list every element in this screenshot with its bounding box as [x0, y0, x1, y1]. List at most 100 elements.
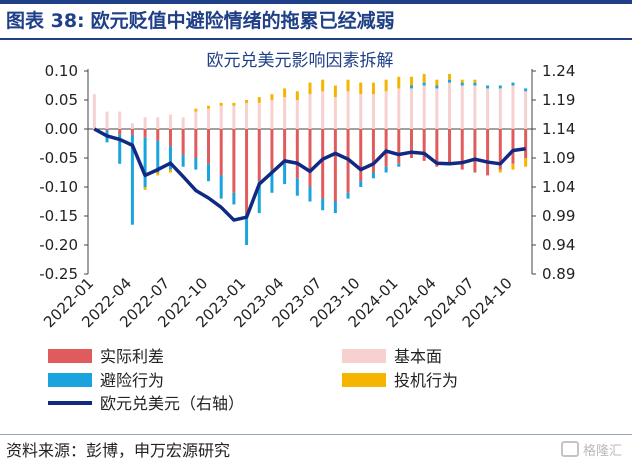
bar-4-2022-09	[194, 108, 198, 112]
figure-title: 欧元贬值中避险情绪的拖累已经减弱	[90, 10, 395, 32]
bar-2-2023-10	[359, 94, 363, 129]
left-tick-label: -0.20	[39, 236, 78, 254]
bar-1-2022-06	[156, 129, 160, 141]
bar-2-2022-04	[130, 123, 134, 129]
right-tick-label: 1.19	[542, 91, 575, 109]
left-tick-label: 0.10	[45, 62, 78, 80]
watermark-text: 格隆汇	[582, 444, 622, 459]
bar-2-2023-03	[270, 100, 274, 129]
left-tick-label: -0.15	[39, 207, 78, 225]
bar-3-2022-10	[207, 163, 211, 182]
bar-3-2022-06	[156, 140, 160, 173]
right-tick-label: 1.09	[542, 149, 575, 167]
bar-3-2024-05	[448, 79, 452, 83]
bar-2-2024-11	[524, 91, 528, 129]
bar-1-2023-05	[295, 129, 299, 179]
bar-3-2022-08	[181, 155, 185, 167]
bar-2-2022-10	[207, 108, 211, 129]
bar-4-2024-03	[422, 73, 426, 83]
footer-rule	[0, 434, 632, 435]
bar-1-2023-07	[321, 129, 325, 199]
bar-1-2023-04	[283, 129, 287, 164]
bar-1-2024-03	[422, 129, 426, 161]
bar-1-2023-10	[359, 129, 363, 182]
bar-2-2023-09	[346, 91, 350, 129]
source-note: 资料来源：彭博，申万宏源研究	[6, 441, 231, 460]
bar-4-2022-10	[207, 105, 211, 109]
bar-1-2024-06	[460, 129, 464, 170]
bar-1-2022-08	[181, 129, 185, 156]
bar-1-2024-01	[397, 129, 401, 164]
bar-2-2022-03	[118, 111, 122, 129]
bar-1-2022-02	[105, 129, 109, 131]
bar-1-2022-03	[118, 129, 122, 135]
bar-1-2023-03	[270, 129, 274, 170]
bar-2-2022-12	[232, 105, 236, 129]
bar-2-2024-03	[422, 85, 426, 129]
bar-1-2024-02	[409, 129, 413, 158]
bar-3-2023-12	[384, 166, 388, 173]
bar-3-2022-03	[118, 134, 122, 164]
bar-1-2023-11	[371, 129, 375, 173]
figure-label: 图表 38:	[6, 10, 85, 32]
bar-3-2022-04	[130, 134, 134, 225]
bar-2-2023-08	[333, 97, 337, 129]
bar-3-2023-01	[245, 213, 249, 245]
bar-3-2023-06	[308, 187, 312, 202]
legend-label-4: 投机行为	[394, 371, 458, 390]
watermark-logo-icon	[560, 441, 579, 457]
bar-3-2022-05	[143, 137, 147, 187]
bar-4-2024-10	[511, 163, 515, 170]
bar-3-2024-11	[524, 88, 528, 92]
bar-2-2023-04	[283, 97, 287, 129]
bar-3-2022-07	[168, 146, 172, 170]
bar-4-2023-07	[321, 79, 325, 92]
bar-3-2023-10	[359, 181, 363, 187]
bar-4-2022-06	[156, 172, 160, 176]
bar-3-2023-11	[371, 172, 375, 179]
bar-4-2023-04	[283, 88, 287, 98]
bar-2-2023-11	[371, 94, 375, 129]
bar-3-2024-01	[397, 163, 401, 167]
legend-swatch-4	[342, 373, 386, 387]
bar-2-2023-07	[321, 91, 325, 129]
legend-swatch-2	[342, 349, 386, 363]
left-tick-label: 0.05	[45, 91, 78, 109]
bar-1-2024-11	[524, 129, 528, 158]
right-tick-label: 1.14	[542, 120, 575, 138]
bar-2-2022-01	[92, 94, 96, 129]
bar-1-2024-05	[448, 129, 452, 164]
legend-swatch-1	[48, 349, 92, 363]
bar-3-2024-02	[409, 85, 413, 89]
bar-4-2023-02	[257, 97, 261, 103]
left-tick-label: 0.00	[45, 120, 78, 138]
chart-title: 欧元兑美元影响因素拆解	[207, 51, 394, 71]
bar-1-2022-05	[143, 129, 147, 138]
bar-2-2023-12	[384, 91, 388, 129]
bar-1-2024-04	[435, 129, 439, 167]
bar-2-2022-06	[156, 117, 160, 129]
bar-2-2022-08	[181, 117, 185, 129]
bar-4-2023-01	[245, 100, 249, 103]
bar-4-2022-05	[143, 187, 147, 190]
legend-label-1: 实际利差	[100, 347, 164, 366]
bar-2-2024-05	[448, 82, 452, 129]
bar-4-2022-11	[219, 102, 223, 106]
bar-2-2023-05	[295, 100, 299, 129]
bar-4-2023-08	[333, 85, 337, 98]
bar-4-2023-11	[371, 82, 375, 95]
bar-1-2022-07	[168, 129, 172, 147]
bar-2-2024-09	[498, 88, 502, 129]
bar-2-2022-11	[219, 105, 223, 129]
bar-4-2024-11	[524, 158, 528, 167]
bar-4-2024-01	[397, 76, 401, 89]
bar-2-2024-01	[397, 88, 401, 129]
factor-decomposition-chart: 欧元兑美元影响因素拆解 0.10 0.05 0.00 -0.05 -0.10 -0.15 -…	[39, 51, 575, 413]
bar-4-2024-07	[473, 79, 477, 83]
bar-3-2023-05	[295, 178, 299, 196]
bar-4-2023-03	[270, 94, 274, 100]
bar-1-2023-02	[257, 129, 261, 182]
right-tick-label: 1.24	[542, 62, 575, 80]
bar-2-2024-04	[435, 88, 439, 129]
